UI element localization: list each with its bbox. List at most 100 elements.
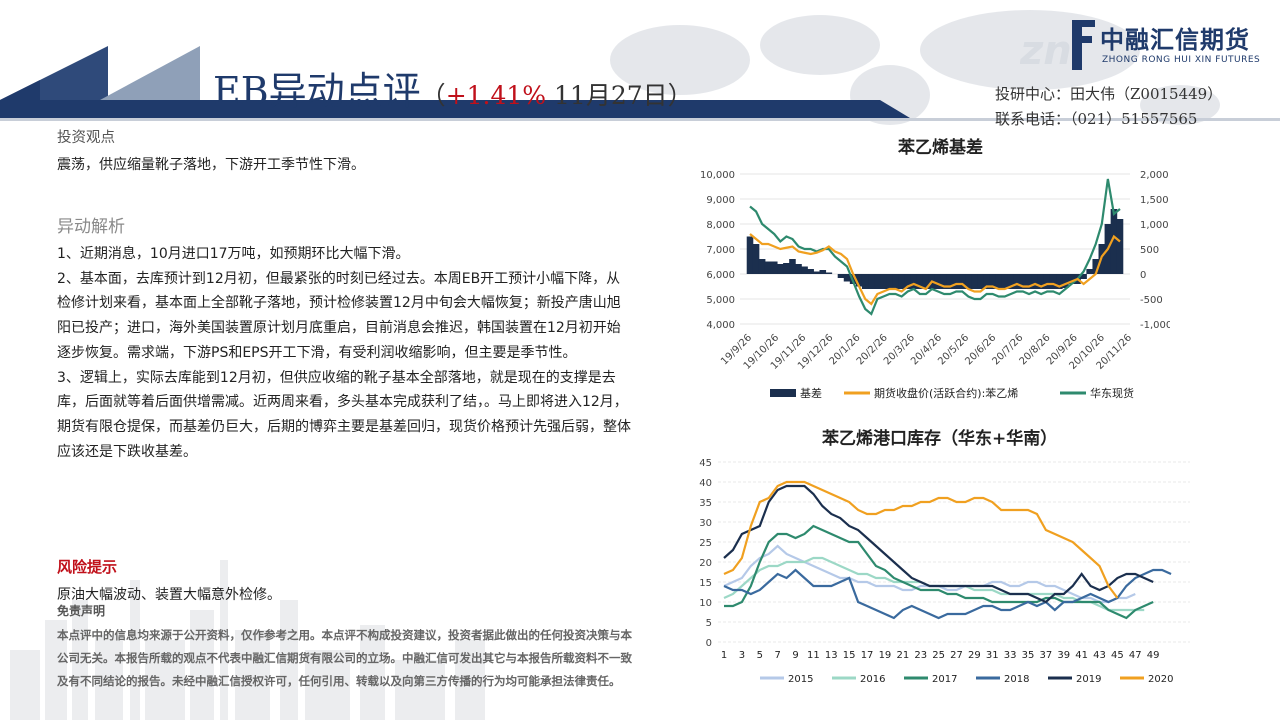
series-line [724, 524, 1154, 620]
legend-label: 期货收盘价(活跃合约):苯乙烯 [874, 386, 1018, 400]
basis-bar [783, 263, 790, 274]
x-tick-label: 43 [1093, 650, 1106, 661]
x-tick-label: 29 [968, 650, 981, 661]
basis-bar [777, 264, 784, 274]
y-left-tick-label: 9,000 [706, 195, 735, 206]
basis-bar [940, 274, 948, 289]
x-tick-label: 25 [932, 650, 945, 661]
basis-bar [758, 259, 766, 274]
basis-bar [965, 274, 972, 289]
y-right-tick-label: 1,500 [1140, 195, 1169, 206]
basis-chart: 10,000 9,000 8,000 7,000 6,000 5,000 4,000 2,00… [700, 170, 1170, 400]
basis-bar [855, 274, 863, 287]
series-line [723, 484, 1154, 604]
basis-bar [1019, 274, 1027, 289]
analysis-paragraph-3: 3、逻辑上，实际去库能到12月初，但供应收缩的靴子基本全部落地，就是现在的支撑是… [57, 369, 631, 460]
header-band [0, 46, 1280, 121]
basis-bar [995, 274, 1002, 289]
analysis-heading: 异动解析 [57, 217, 125, 237]
investment-view-text: 震荡，供应缩量靴子落地，下游开工季节性下滑。 [57, 157, 365, 173]
basis-bar [874, 274, 881, 289]
basis-bar [892, 274, 899, 289]
investment-view-heading: 投资观点 [57, 130, 115, 146]
basis-bar [1001, 274, 1009, 289]
y-tick-label: 35 [699, 498, 712, 509]
basis-bar [977, 274, 984, 289]
basis-bar [770, 261, 778, 274]
basis-bar [910, 274, 918, 289]
basis-bar [795, 264, 802, 274]
basis-bar [971, 274, 978, 289]
basis-bar [922, 274, 930, 289]
y-tick-label: 40 [699, 478, 712, 489]
y-right-tick-label: -500 [1140, 295, 1163, 306]
x-tick-label: 11 [807, 650, 820, 661]
company-logo-icon: zn [1020, 20, 1095, 72]
x-tick-label: 39 [1057, 650, 1070, 661]
basis-bar [825, 272, 833, 274]
y-right-tick-label: 2,000 [1140, 170, 1169, 181]
y-left-tick-label: 10,000 [700, 170, 735, 181]
series-line [723, 568, 1172, 620]
title-main: EB异动点评 [213, 69, 421, 113]
legend-label: 2019 [1076, 674, 1101, 685]
y-tick-label: 5 [706, 618, 712, 629]
x-tick-label: 7 [774, 650, 780, 661]
basis-bar [1080, 274, 1087, 279]
basis-bar [813, 271, 821, 274]
analysis-paragraph-1: 1、近期消息，10月进口17万吨，如预期环比大幅下滑。 [57, 246, 410, 262]
x-tick-label: 15 [843, 650, 856, 661]
x-tick-label: 3 [739, 650, 745, 661]
series-line [749, 178, 1121, 316]
basis-bar [934, 274, 942, 289]
basis-bar [1007, 274, 1015, 289]
basis-bar [868, 274, 875, 289]
basis-bar [1062, 274, 1069, 288]
basis-bar [843, 274, 851, 282]
basis-bar [837, 274, 845, 278]
y-right-tick-label: -1,000 [1140, 320, 1170, 331]
phone-line: 联系电话：（021）51557565 [995, 110, 1198, 128]
series-line [749, 233, 1121, 306]
basis-bar [1013, 274, 1021, 289]
series-line [723, 544, 1136, 604]
svg-text:zn: zn [1020, 28, 1072, 72]
basis-bar [989, 274, 996, 289]
basis-bar [764, 261, 772, 274]
x-tick-label: 5 [757, 650, 763, 661]
y-tick-label: 45 [699, 458, 712, 469]
y-tick-label: 0 [706, 638, 712, 649]
y-tick-label: 30 [699, 518, 712, 529]
title-subtitle: （+1.41% 11月27日） [421, 81, 693, 110]
basis-bar [983, 274, 990, 289]
x-tick-label: 21 [896, 650, 909, 661]
series-line [723, 480, 1119, 599]
risk-text: 原油大幅波动、装置大幅意外检修。 [57, 587, 281, 603]
page-title: EB异动点评（+1.41% 11月27日） [213, 60, 693, 115]
basis-bar [959, 274, 966, 289]
y-tick-label: 25 [699, 538, 712, 549]
basis-bar [898, 274, 905, 289]
basis-bar [746, 236, 754, 274]
x-tick-label: 9 [792, 650, 798, 661]
y-left-tick-label: 6,000 [706, 270, 735, 281]
subtitle-date: 11月27日） [546, 81, 693, 110]
contact-info: 投研中心：田大伟（Z0015449） 联系电话：（021）51557565 [995, 82, 1222, 132]
x-tick-label: 1 [721, 650, 727, 661]
basis-bar [1116, 219, 1124, 274]
legend-label: 2020 [1148, 674, 1173, 685]
y-right-tick-label: 500 [1140, 245, 1159, 256]
basis-bar [1092, 259, 1100, 274]
x-tick-label: 41 [1075, 650, 1088, 661]
x-tick-label: 19 [879, 650, 892, 661]
x-tick-label: 23 [914, 650, 927, 661]
inventory-chart-title: 苯乙烯港口库存（华东+华南） [822, 429, 1058, 449]
logo-text-en: ZHONG RONG HUI XIN FUTURES [1102, 55, 1261, 65]
basis-bar [904, 274, 911, 289]
basis-bar [752, 244, 760, 274]
legend-label: 基差 [800, 386, 822, 400]
y-left-tick-label: 8,000 [706, 220, 735, 231]
y-tick-label: 20 [699, 558, 712, 569]
basis-bar [819, 270, 827, 274]
